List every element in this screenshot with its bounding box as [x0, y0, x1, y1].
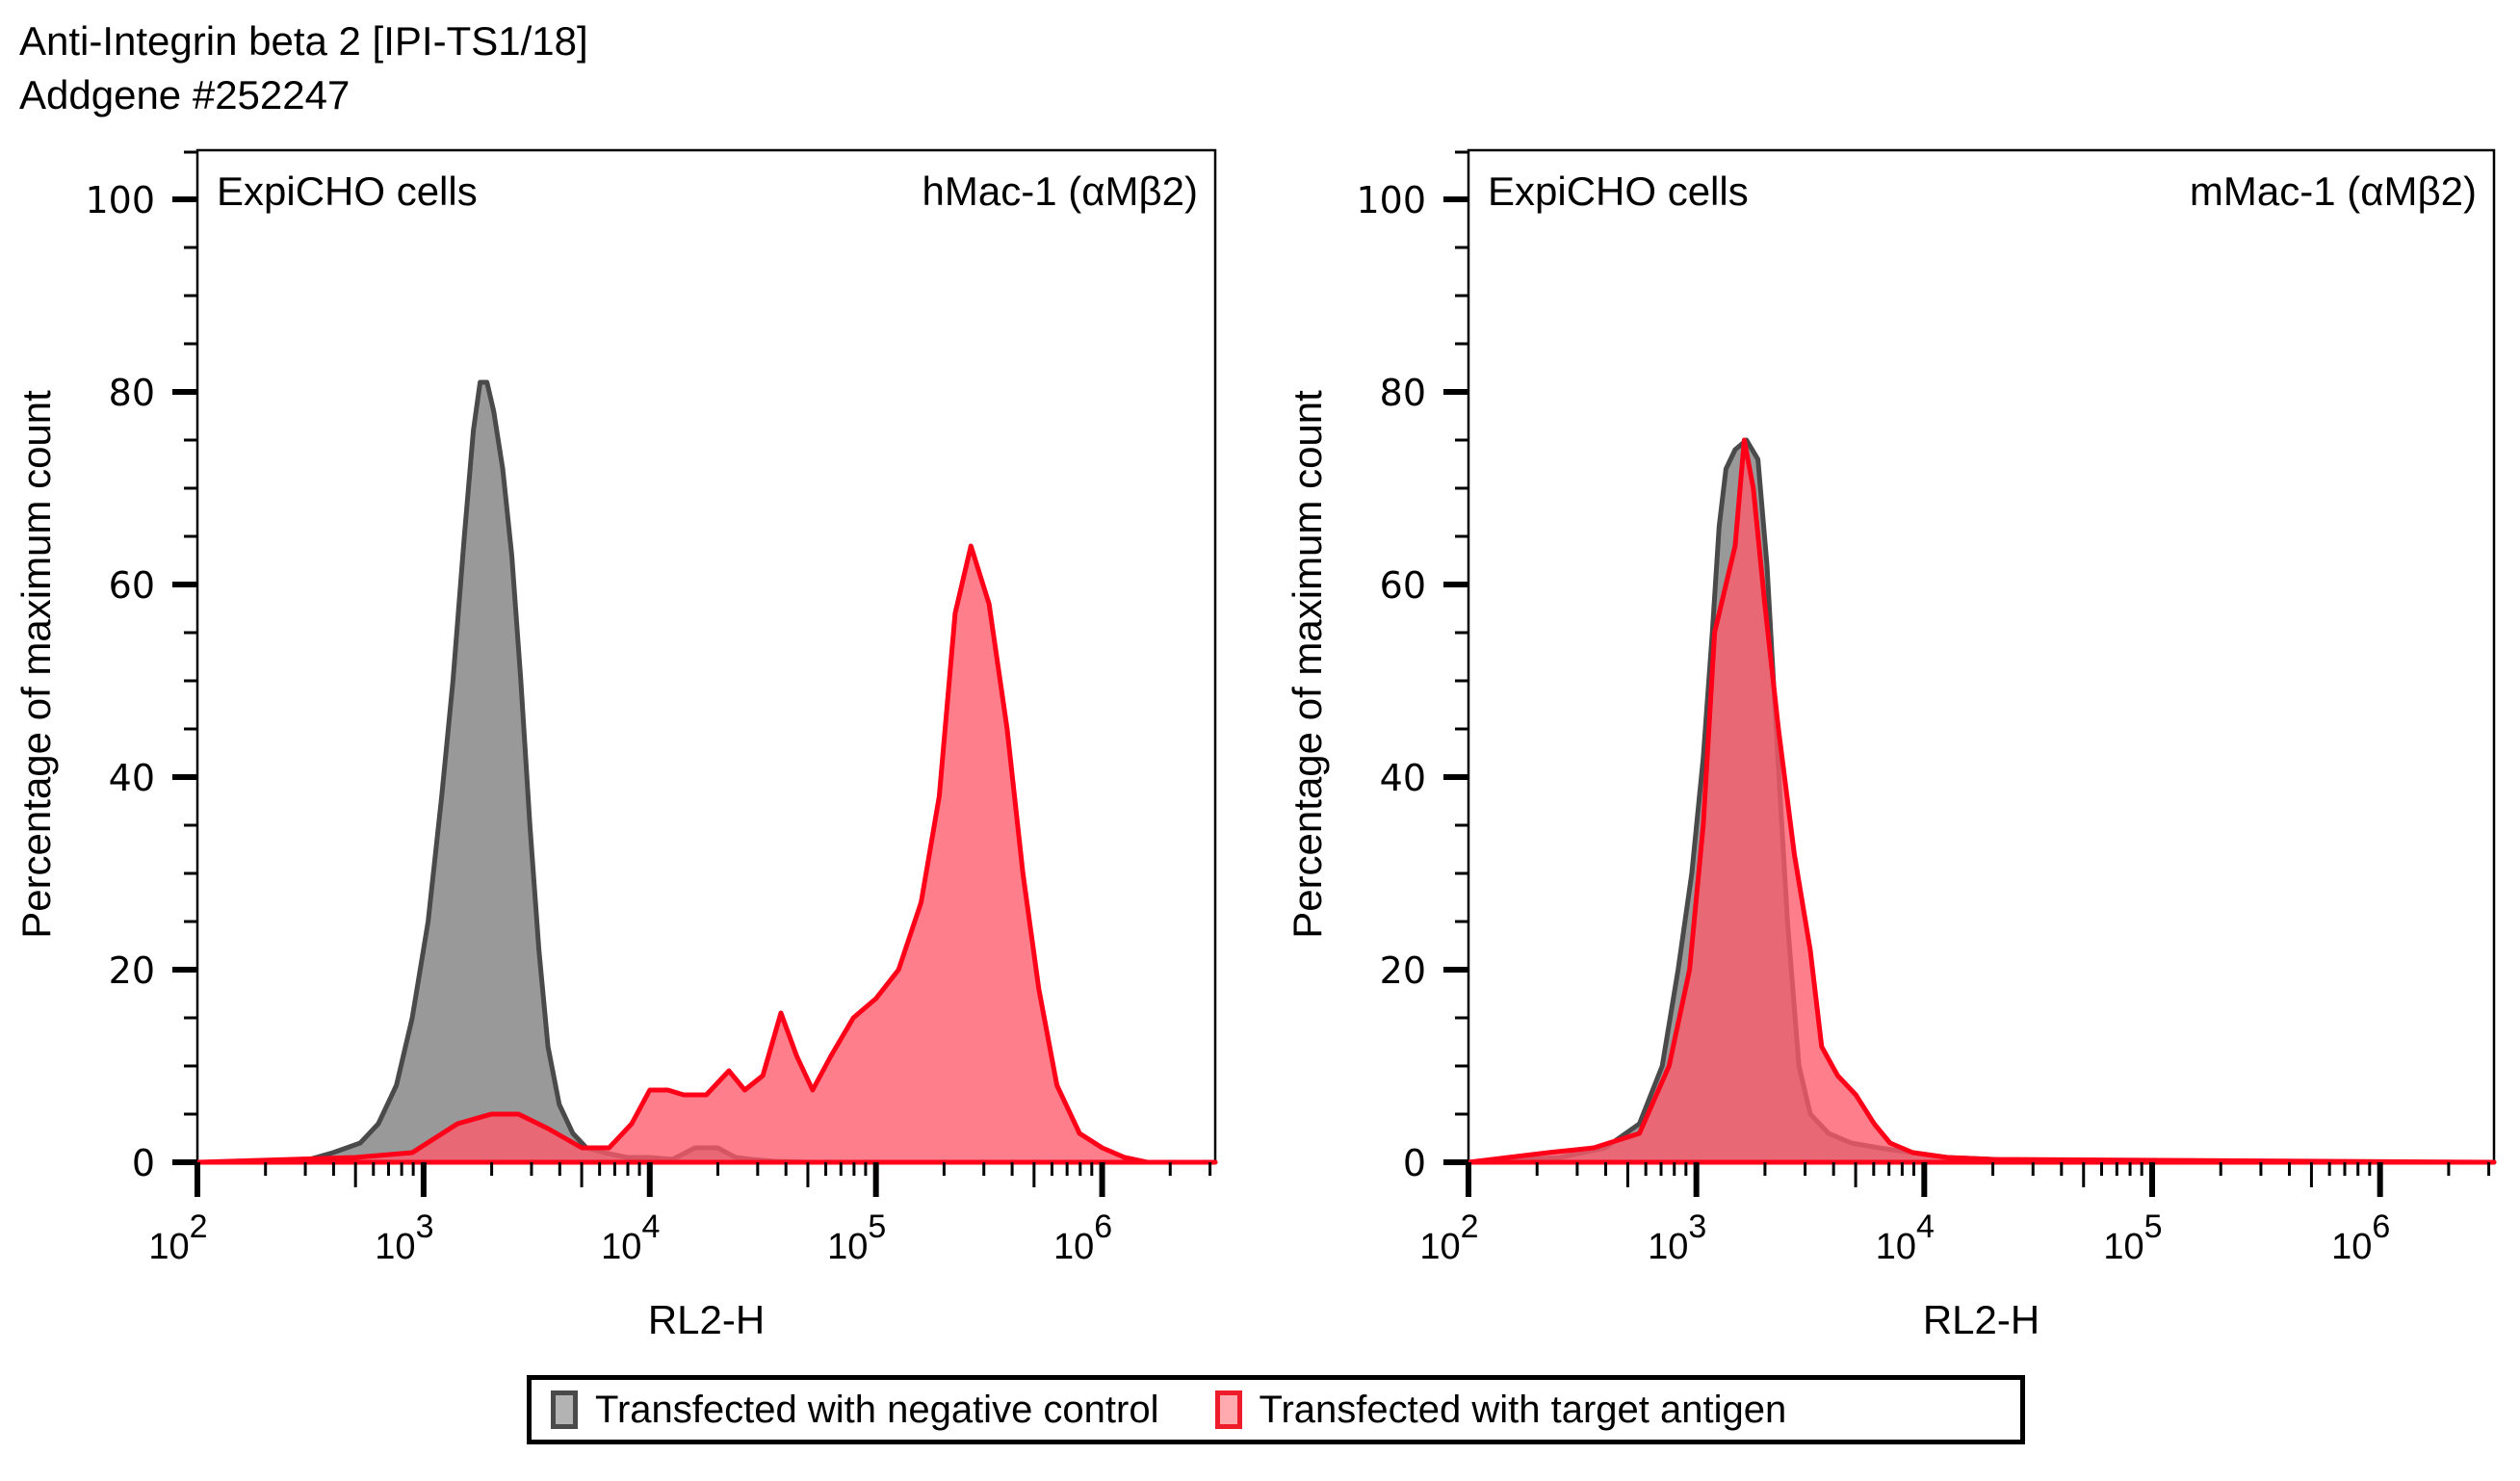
y-tick-label: 80 [1380, 372, 1426, 414]
panel-label-target: mMac-1 (αMβ2) [2190, 169, 2477, 214]
x-tick-label: 103 [375, 1208, 433, 1267]
plot-area: 0 20 40 60 80 100 102 103 104 105 106 [85, 148, 1218, 1267]
series-target-antigen-area [195, 543, 1218, 1165]
x-tick-label: 106 [1053, 1208, 1112, 1267]
series-negative-control-area [1466, 437, 2497, 1165]
legend-swatch-gray-icon [551, 1390, 578, 1429]
y-tick-label: 60 [1380, 564, 1426, 607]
y-axis-label: Percentage of maximum count [13, 390, 59, 939]
x-tick-label: 105 [827, 1208, 886, 1267]
series-negative-control-area [195, 379, 1218, 1165]
y-tick-label: 0 [132, 1142, 155, 1184]
plot-frame [1467, 148, 2496, 1164]
x-tick-label: 102 [1419, 1208, 1478, 1267]
y-tick-label: 60 [109, 564, 155, 607]
legend-label: Transfected with target antigen [1259, 1388, 1787, 1431]
histogram-panel-mmac1: Percentage of maximum count 0 20 40 60 80 100… [1285, 148, 2497, 1342]
legend-swatch-red-icon [1214, 1390, 1242, 1429]
legend-item-target-antigen: Transfected with target antigen [1214, 1388, 1787, 1432]
plot-frame [195, 148, 1217, 1164]
figure-subtitle: Addgene #252247 [19, 72, 351, 117]
histogram-panel-hmac1: Percentage of maximum count 0 20 40 60 80 100… [13, 148, 1218, 1342]
y-tick-label: 20 [109, 949, 155, 992]
x-axis-label: RL2-H [1923, 1297, 2039, 1342]
y-tick-label: 100 [85, 179, 155, 221]
y-axis-label: Percentage of maximum count [1285, 390, 1330, 939]
legend-label: Transfected with negative control [595, 1388, 1159, 1431]
panel-label-cells: ExpiCHO cells [217, 169, 478, 214]
legend: Transfected with negative control Transf… [527, 1375, 2025, 1444]
y-tick-label: 80 [109, 372, 155, 414]
panel-label-cells: ExpiCHO cells [1488, 169, 1749, 214]
x-tick-label: 104 [601, 1208, 660, 1267]
panel-label-target: hMac-1 (αMβ2) [922, 169, 1198, 214]
series-target-antigen-area [1466, 437, 2497, 1165]
y-tick-label: 100 [1356, 179, 1426, 221]
legend-item-negative-control: Transfected with negative control [551, 1389, 1159, 1432]
x-tick-label: 102 [148, 1208, 207, 1267]
y-tick-label: 40 [1380, 757, 1426, 799]
y-tick-label: 40 [109, 757, 155, 799]
x-axis-label: RL2-H [648, 1297, 765, 1342]
plot-area: 0 20 40 60 80 100 102 103 104 105 106 [1356, 148, 2497, 1267]
x-tick-label: 106 [2331, 1208, 2390, 1267]
y-tick-label: 0 [1403, 1142, 1426, 1184]
y-tick-label: 20 [1380, 949, 1426, 992]
x-tick-label: 103 [1648, 1208, 1706, 1267]
x-tick-label: 104 [1876, 1208, 1935, 1267]
figure-title: Anti-Integrin beta 2 [IPI-TS1/18] [19, 18, 588, 64]
x-tick-label: 105 [2103, 1208, 2162, 1267]
